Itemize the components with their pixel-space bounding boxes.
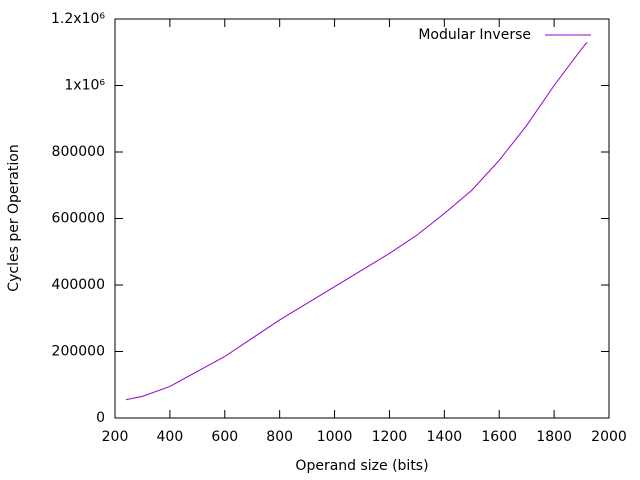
x-tick-label: 1400 <box>427 429 463 445</box>
x-tick-label: 1000 <box>317 429 353 445</box>
x-tick-label: 2000 <box>591 429 627 445</box>
y-tick-label: 800000 <box>52 144 105 160</box>
x-tick-label: 400 <box>157 429 184 445</box>
x-tick-label: 1600 <box>481 429 517 445</box>
y-tick-label: 0 <box>96 410 105 426</box>
y-axis-label: Cycles per Operation <box>6 144 22 291</box>
y-tick-label: 1x10⁶ <box>64 78 105 94</box>
legend-label: Modular Inverse <box>418 27 531 43</box>
x-tick-label: 1800 <box>536 429 572 445</box>
data-line <box>125 41 588 401</box>
x-tick-label: 800 <box>266 429 293 445</box>
x-axis-label: Operand size (bits) <box>295 458 428 474</box>
y-tick-label: 400000 <box>52 277 105 293</box>
plot-frame <box>114 18 610 419</box>
x-tick-label: 600 <box>211 429 238 445</box>
x-tick-label: 200 <box>102 429 129 445</box>
y-tick-label: 200000 <box>52 344 105 360</box>
y-tick-label: 1.2x10⁶ <box>51 11 105 27</box>
x-tick-label: 1200 <box>372 429 408 445</box>
y-tick-label: 600000 <box>52 211 105 227</box>
